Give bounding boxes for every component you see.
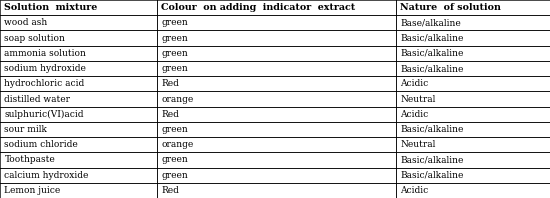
- Text: Acidic: Acidic: [400, 186, 428, 195]
- Text: green: green: [161, 49, 188, 58]
- Text: Red: Red: [161, 186, 179, 195]
- Bar: [396, 0, 550, 15]
- Text: calcium hydroxide: calcium hydroxide: [4, 171, 89, 180]
- Bar: [396, 152, 550, 168]
- Bar: [396, 15, 550, 30]
- Bar: [0, 152, 157, 168]
- Bar: [396, 91, 550, 107]
- Bar: [396, 168, 550, 183]
- Text: Basic/alkaline: Basic/alkaline: [400, 125, 464, 134]
- Bar: [157, 91, 396, 107]
- Text: hydrochloric acid: hydrochloric acid: [4, 79, 85, 88]
- Text: Base/alkaline: Base/alkaline: [400, 18, 461, 27]
- Text: distilled water: distilled water: [4, 94, 70, 104]
- Bar: [157, 122, 396, 137]
- Bar: [157, 61, 396, 76]
- Bar: [0, 137, 157, 152]
- Text: Basic/alkaline: Basic/alkaline: [400, 171, 464, 180]
- Bar: [157, 30, 396, 46]
- Bar: [157, 152, 396, 168]
- Bar: [157, 46, 396, 61]
- Bar: [396, 30, 550, 46]
- Bar: [157, 168, 396, 183]
- Bar: [396, 76, 550, 91]
- Text: sulphuric(VI)acid: sulphuric(VI)acid: [4, 110, 84, 119]
- Bar: [157, 76, 396, 91]
- Bar: [396, 107, 550, 122]
- Text: green: green: [161, 18, 188, 27]
- Bar: [0, 46, 157, 61]
- Text: green: green: [161, 171, 188, 180]
- Text: Basic/alkaline: Basic/alkaline: [400, 64, 464, 73]
- Text: Lemon juice: Lemon juice: [4, 186, 60, 195]
- Text: green: green: [161, 64, 188, 73]
- Text: soap solution: soap solution: [4, 34, 65, 43]
- Bar: [0, 122, 157, 137]
- Bar: [0, 183, 157, 198]
- Bar: [396, 61, 550, 76]
- Text: Basic/alkaline: Basic/alkaline: [400, 49, 464, 58]
- Text: green: green: [161, 34, 188, 43]
- Text: Solution  mixture: Solution mixture: [4, 3, 98, 12]
- Bar: [0, 168, 157, 183]
- Bar: [396, 137, 550, 152]
- Bar: [0, 107, 157, 122]
- Text: sour milk: sour milk: [4, 125, 47, 134]
- Bar: [157, 137, 396, 152]
- Bar: [0, 76, 157, 91]
- Bar: [0, 0, 157, 15]
- Text: sodium chloride: sodium chloride: [4, 140, 78, 149]
- Text: Neutral: Neutral: [400, 94, 436, 104]
- Text: Red: Red: [161, 110, 179, 119]
- Text: Nature  of solution: Nature of solution: [400, 3, 501, 12]
- Bar: [396, 122, 550, 137]
- Bar: [396, 183, 550, 198]
- Text: Acidic: Acidic: [400, 79, 428, 88]
- Text: Neutral: Neutral: [400, 140, 436, 149]
- Text: ammonia solution: ammonia solution: [4, 49, 86, 58]
- Bar: [0, 30, 157, 46]
- Text: Basic/alkaline: Basic/alkaline: [400, 34, 464, 43]
- Text: Toothpaste: Toothpaste: [4, 155, 55, 164]
- Text: Colour  on adding  indicator  extract: Colour on adding indicator extract: [161, 3, 355, 12]
- Bar: [157, 15, 396, 30]
- Text: Red: Red: [161, 79, 179, 88]
- Text: sodium hydroxide: sodium hydroxide: [4, 64, 86, 73]
- Text: Basic/alkaline: Basic/alkaline: [400, 155, 464, 164]
- Bar: [396, 46, 550, 61]
- Bar: [157, 0, 396, 15]
- Bar: [0, 15, 157, 30]
- Bar: [157, 183, 396, 198]
- Bar: [0, 61, 157, 76]
- Bar: [0, 91, 157, 107]
- Text: green: green: [161, 125, 188, 134]
- Bar: [157, 107, 396, 122]
- Text: wood ash: wood ash: [4, 18, 48, 27]
- Text: orange: orange: [161, 94, 194, 104]
- Text: Acidic: Acidic: [400, 110, 428, 119]
- Text: green: green: [161, 155, 188, 164]
- Text: orange: orange: [161, 140, 194, 149]
